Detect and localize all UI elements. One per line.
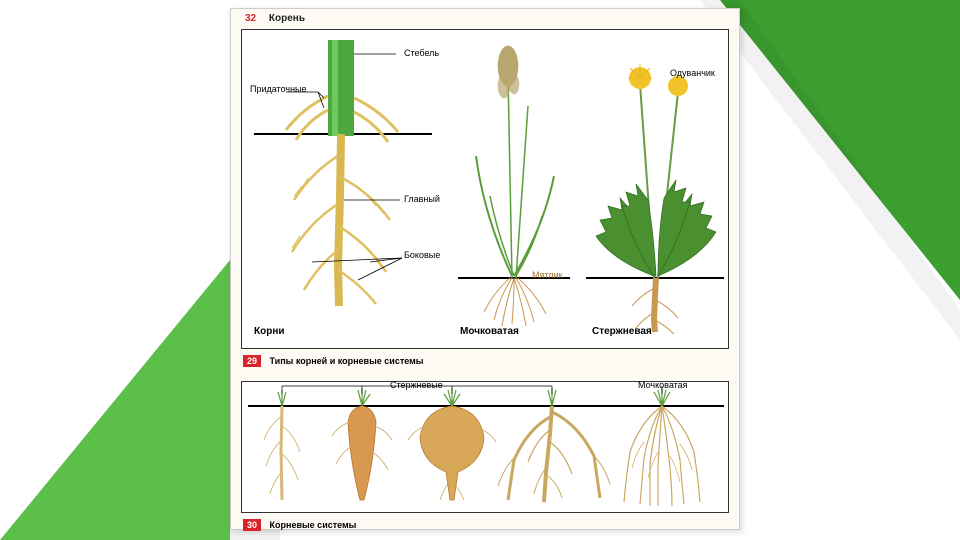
label-main-root: Главный <box>404 194 440 204</box>
label-adventitious: Придаточные <box>250 84 307 94</box>
textbook-page: 32 Корень <box>230 8 740 530</box>
label-lateral: Боковые <box>404 250 440 260</box>
caption-top-text: Типы корней и корневые системы <box>270 356 424 366</box>
label-stem: Стебель <box>404 48 439 58</box>
panel-root-systems: Стержневые Мочковатая <box>241 381 729 513</box>
dandelion-plant-diagram <box>582 36 728 336</box>
page-number: 32 <box>245 13 256 24</box>
label-bottom-taproot: Стержневые <box>390 380 443 390</box>
caption-bot-num: 30 <box>243 519 261 531</box>
caption-bottom: 30 Корневые системы <box>243 519 356 531</box>
label-grass-name: Мятлик <box>532 270 563 280</box>
label-fibrous-system: Мочковатая <box>460 326 519 337</box>
caption-top: 29 Типы корней и корневые системы <box>243 355 423 367</box>
grass-plant-diagram <box>454 36 574 336</box>
label-taproot-system: Стержневая <box>592 326 652 337</box>
label-bottom-fibrous: Мочковатая <box>638 380 688 390</box>
panel-root-types: Стебель Придаточные Главный Боковые Корн… <box>241 29 729 349</box>
page-title: Корень <box>269 13 305 24</box>
label-dandelion-name: Одуванчик <box>670 68 715 78</box>
caption-top-num: 29 <box>243 355 261 367</box>
root-anatomy-diagram <box>248 36 438 336</box>
page-header: 32 Корень <box>245 13 305 24</box>
label-roots: Корни <box>254 326 285 337</box>
caption-bot-text: Корневые системы <box>270 520 357 530</box>
root-systems-row <box>242 382 730 512</box>
